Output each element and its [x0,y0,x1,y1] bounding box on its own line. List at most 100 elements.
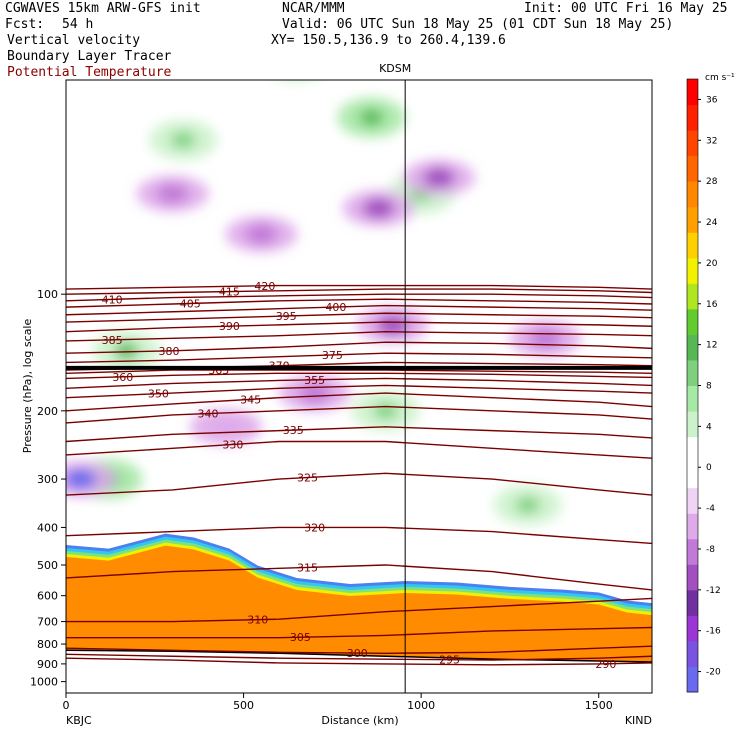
isentrope-label-385: 385 [102,334,123,347]
y-tick-label: 300 [37,473,58,486]
isentrope-label-375: 375 [322,349,343,362]
colorbar-tick-label: 20 [706,259,718,269]
colorbar-swatch [687,564,698,591]
isentrope-label-350: 350 [148,388,169,401]
isentrope-label-380: 380 [158,345,179,358]
colorbar-swatch [687,257,698,284]
isentrope-290 [66,657,652,666]
colorbar-swatch [687,640,698,667]
left-station-label: KBJC [66,714,92,727]
colorbar-swatch [687,283,698,310]
isentrope-label-305: 305 [290,631,311,644]
updraft-region [286,80,308,81]
colorbar-swatch [687,436,698,463]
isentrope-label-310: 310 [247,614,268,627]
isentrope-340 [66,405,652,424]
colorbar-unit: cm s⁻¹ [705,73,735,83]
colorbar-swatch [687,206,698,233]
isentrope-330 [66,440,652,459]
isentrope-335 [66,426,652,443]
isentrope-300 [66,645,652,654]
x-axis-label: Distance (km) [321,714,398,727]
isentrope-label-325: 325 [297,472,318,485]
isentrope-label-315: 315 [297,561,318,574]
y-tick-label: 400 [37,521,58,534]
downdraft-core [66,469,97,490]
isentrope-label-400: 400 [325,301,346,314]
isentrope-415 [66,288,652,295]
isentrope-label-345: 345 [240,393,261,406]
isentrope-295 [66,653,652,661]
updraft-core [171,132,196,149]
isentrope-label-395: 395 [276,310,297,323]
colorbar-swatch [687,104,698,131]
colorbar-swatch [687,615,698,642]
y-tick-label: 900 [37,658,58,671]
isentrope-label-290: 290 [595,658,616,671]
isentrope-label-360: 360 [112,371,133,384]
colorbar-swatch [687,666,698,693]
colorbar-tick-label: 0 [706,463,712,473]
y-tick-label: 700 [37,616,58,629]
colorbar-tick-label: 12 [706,341,717,351]
field-boundary-layer-tracer: Boundary Layer Tracer [7,49,172,64]
downdraft-region [332,5,404,41]
updraft-core [373,402,398,419]
x-tick-label: 1000 [407,699,435,712]
downdraft-core [362,198,395,219]
y-tick-label: 100 [37,288,58,301]
model-title: CGWAVES 15km ARW-GFS init [5,1,201,16]
isentrope-315 [66,564,652,591]
isentrope-label-390: 390 [219,320,240,333]
vertical-velocity-field [66,5,582,525]
isentrope-label-335: 335 [283,424,304,437]
org-label: NCAR/MMM [282,1,345,16]
colorbar-tick-label: -8 [706,545,715,555]
isentrope-365 [66,369,652,374]
colorbar-tick-label: -16 [706,627,721,637]
colorbar: -20 -16 -12 -8 -4 0 4 8 12 16 20 24 28 32 36 [686,78,721,693]
isentrope-label-295: 295 [439,654,460,667]
y-tick-label: 600 [37,590,58,603]
isentrope-label-420: 420 [254,280,275,293]
isentrope-375 [66,352,652,364]
y-tick-label: 200 [37,405,58,418]
updraft-core [359,109,384,126]
colorbar-tick-label: 16 [706,300,718,310]
isentrope-320 [66,526,652,545]
x-tick-label: 0 [63,699,70,712]
colorbar-swatch [687,334,698,361]
colorbar-swatch [687,155,698,182]
isentrope-350 [66,384,652,399]
y-tick-label: 500 [37,559,58,572]
isentrope-305 [66,626,652,639]
isentrope-400 [66,304,652,316]
isentrope-label-415: 415 [219,286,240,299]
colorbar-tick-label: 24 [706,218,718,228]
boundary-layer-band-4 [66,545,652,663]
valid-time: Valid: 06 UTC Sun 18 May 25 (01 CDT Sun … [282,17,674,32]
init-time: Init: 00 UTC Fri 16 May 25 [524,1,728,16]
colorbar-swatch [687,130,698,157]
colorbar-tick-label: 36 [706,95,718,105]
isentrope-label-355: 355 [304,374,325,387]
y-tick-label: 800 [37,638,58,651]
colorbar-swatch [687,359,698,386]
colorbar-swatch [687,385,698,412]
xy-endpoints: XY= 150.5,136.9 to 260.4,139.6 [271,33,506,48]
colorbar-tick-label: 8 [706,382,712,392]
downdraft-core [245,224,278,245]
isentrope-310 [66,597,652,623]
colorbar-swatch [687,411,698,438]
terrain-line [66,649,652,663]
colorbar-swatch [687,538,698,565]
isentrope-label-410: 410 [102,293,123,306]
isentrope-325 [66,472,652,496]
isentrope-345 [66,392,652,412]
isentrope-label-300: 300 [347,647,368,660]
isentrope-390 [66,321,652,333]
isentrope-label-340: 340 [198,408,219,421]
colorbar-tick-label: 4 [706,422,712,432]
isentrope-380 [66,341,652,354]
velocity-blobs [66,5,582,525]
